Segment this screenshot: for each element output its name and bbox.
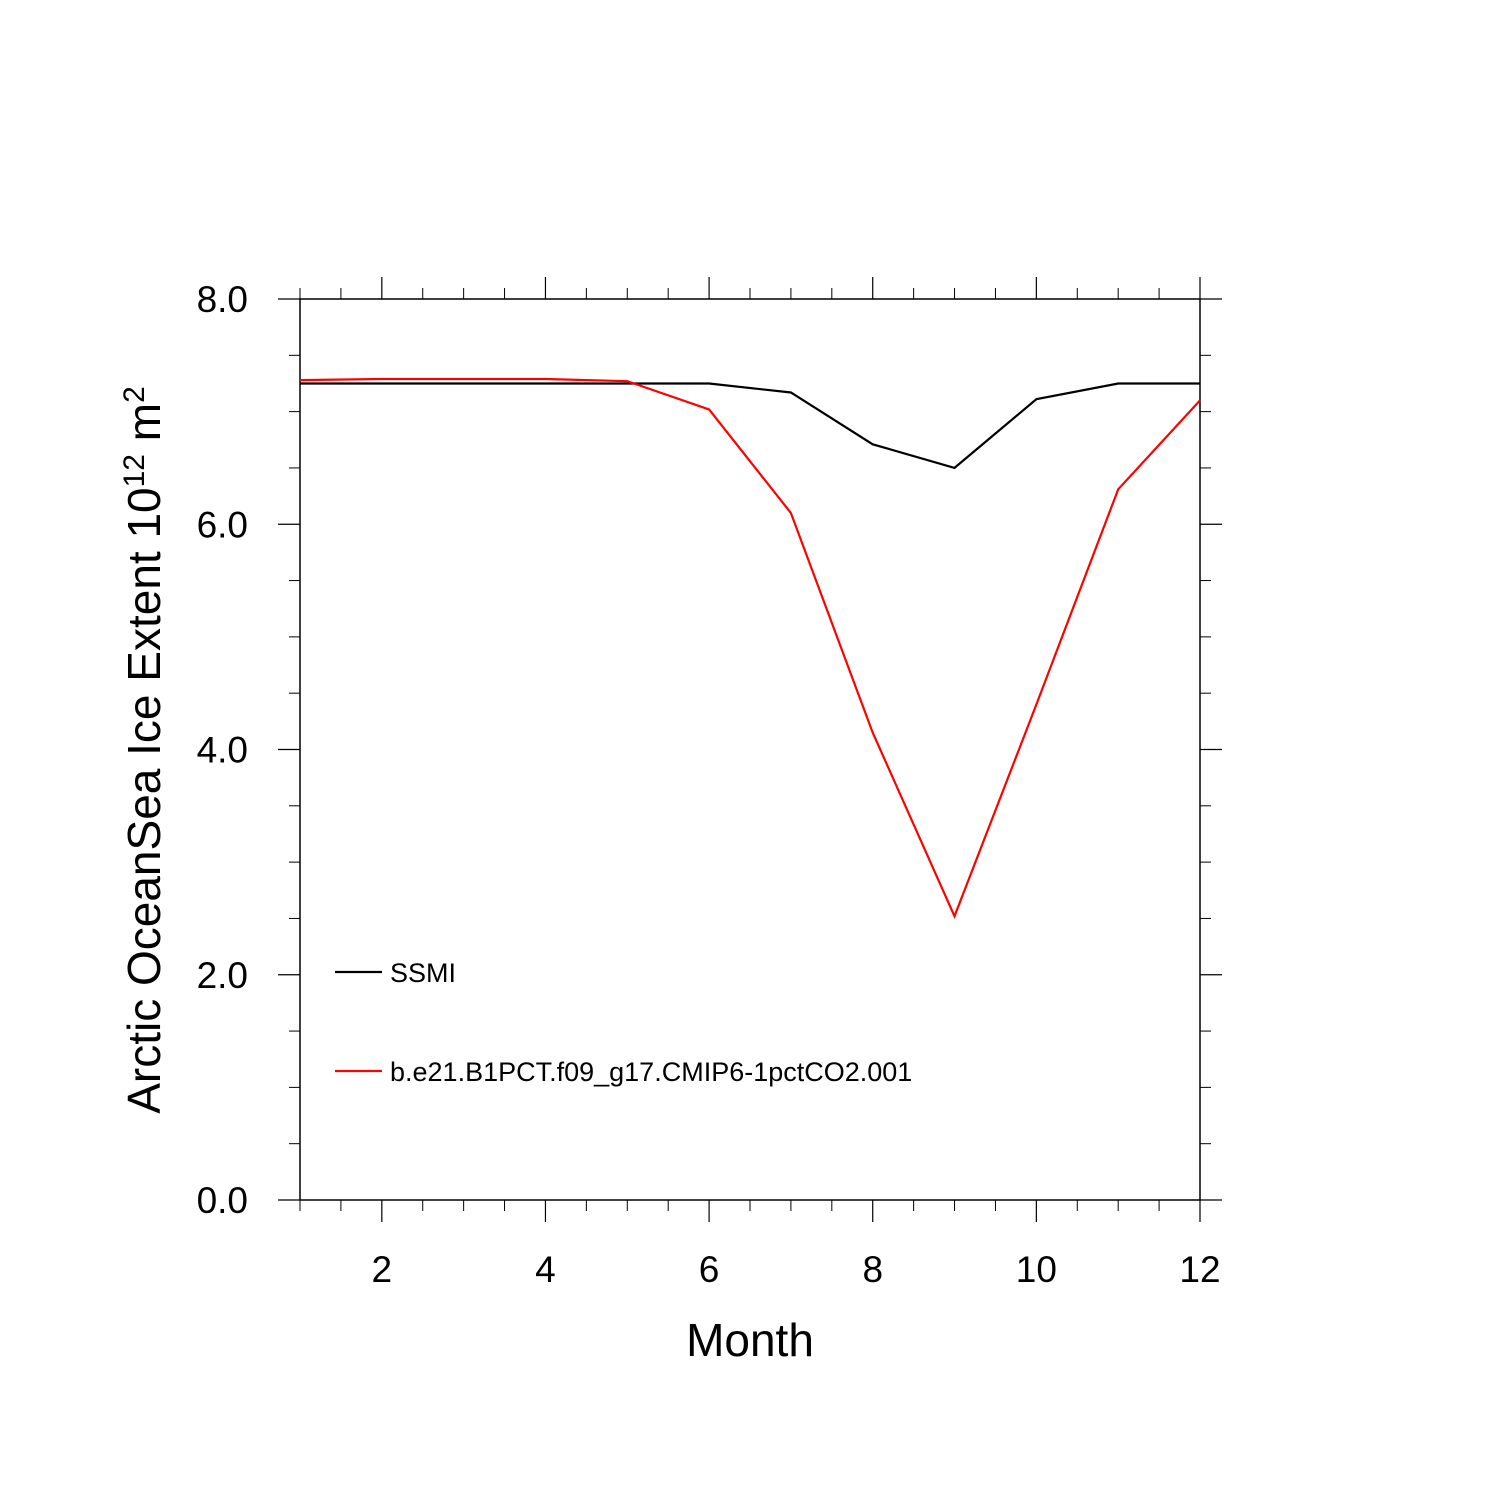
x-tick-label: 6 [699, 1249, 720, 1290]
x-tick-label: 8 [862, 1249, 883, 1290]
legend-label: b.e21.B1PCT.f09_g17.CMIP6-1pctCO2.001 [390, 1057, 912, 1087]
x-tick-label: 10 [1016, 1249, 1057, 1290]
y-axis-title-exponent: 12 [118, 454, 151, 487]
series-line-model [299, 377, 1201, 920]
y-tick-label: 0.0 [197, 1180, 248, 1221]
y-tick-label: 6.0 [197, 504, 248, 545]
y-axis-title-text: Arctic OceanSea Ice Extent 10 [118, 487, 170, 1113]
x-axis-title: Month [686, 1314, 814, 1366]
y-axis-title-unit-exponent: 2 [118, 386, 151, 403]
y-tick-label: 4.0 [197, 730, 248, 771]
y-tick-label: 2.0 [197, 955, 248, 996]
x-tick-label: 4 [535, 1249, 556, 1290]
legend-label: SSMI [390, 958, 456, 988]
y-axis-title: Arctic OceanSea Ice Extent 1012 m2 [118, 386, 171, 1114]
y-tick-label: 8.0 [197, 279, 248, 320]
x-tick-label: 12 [1179, 1249, 1220, 1290]
x-axis-ticks: 2 4 6 8 10 12 [372, 277, 1221, 1290]
series-lines [299, 377, 1201, 920]
y-axis-title-unit: m [118, 403, 170, 454]
series-line-ssmi [300, 382, 1200, 470]
minor-ticks [289, 288, 1211, 1211]
x-tick-label: 2 [372, 1249, 393, 1290]
y-axis-ticks: 0.0 2.0 4.0 6.0 8.0 [197, 279, 1222, 1221]
legend: SSMI b.e21.B1PCT.f09_g17.CMIP6-1pctCO2.00… [335, 958, 912, 1087]
